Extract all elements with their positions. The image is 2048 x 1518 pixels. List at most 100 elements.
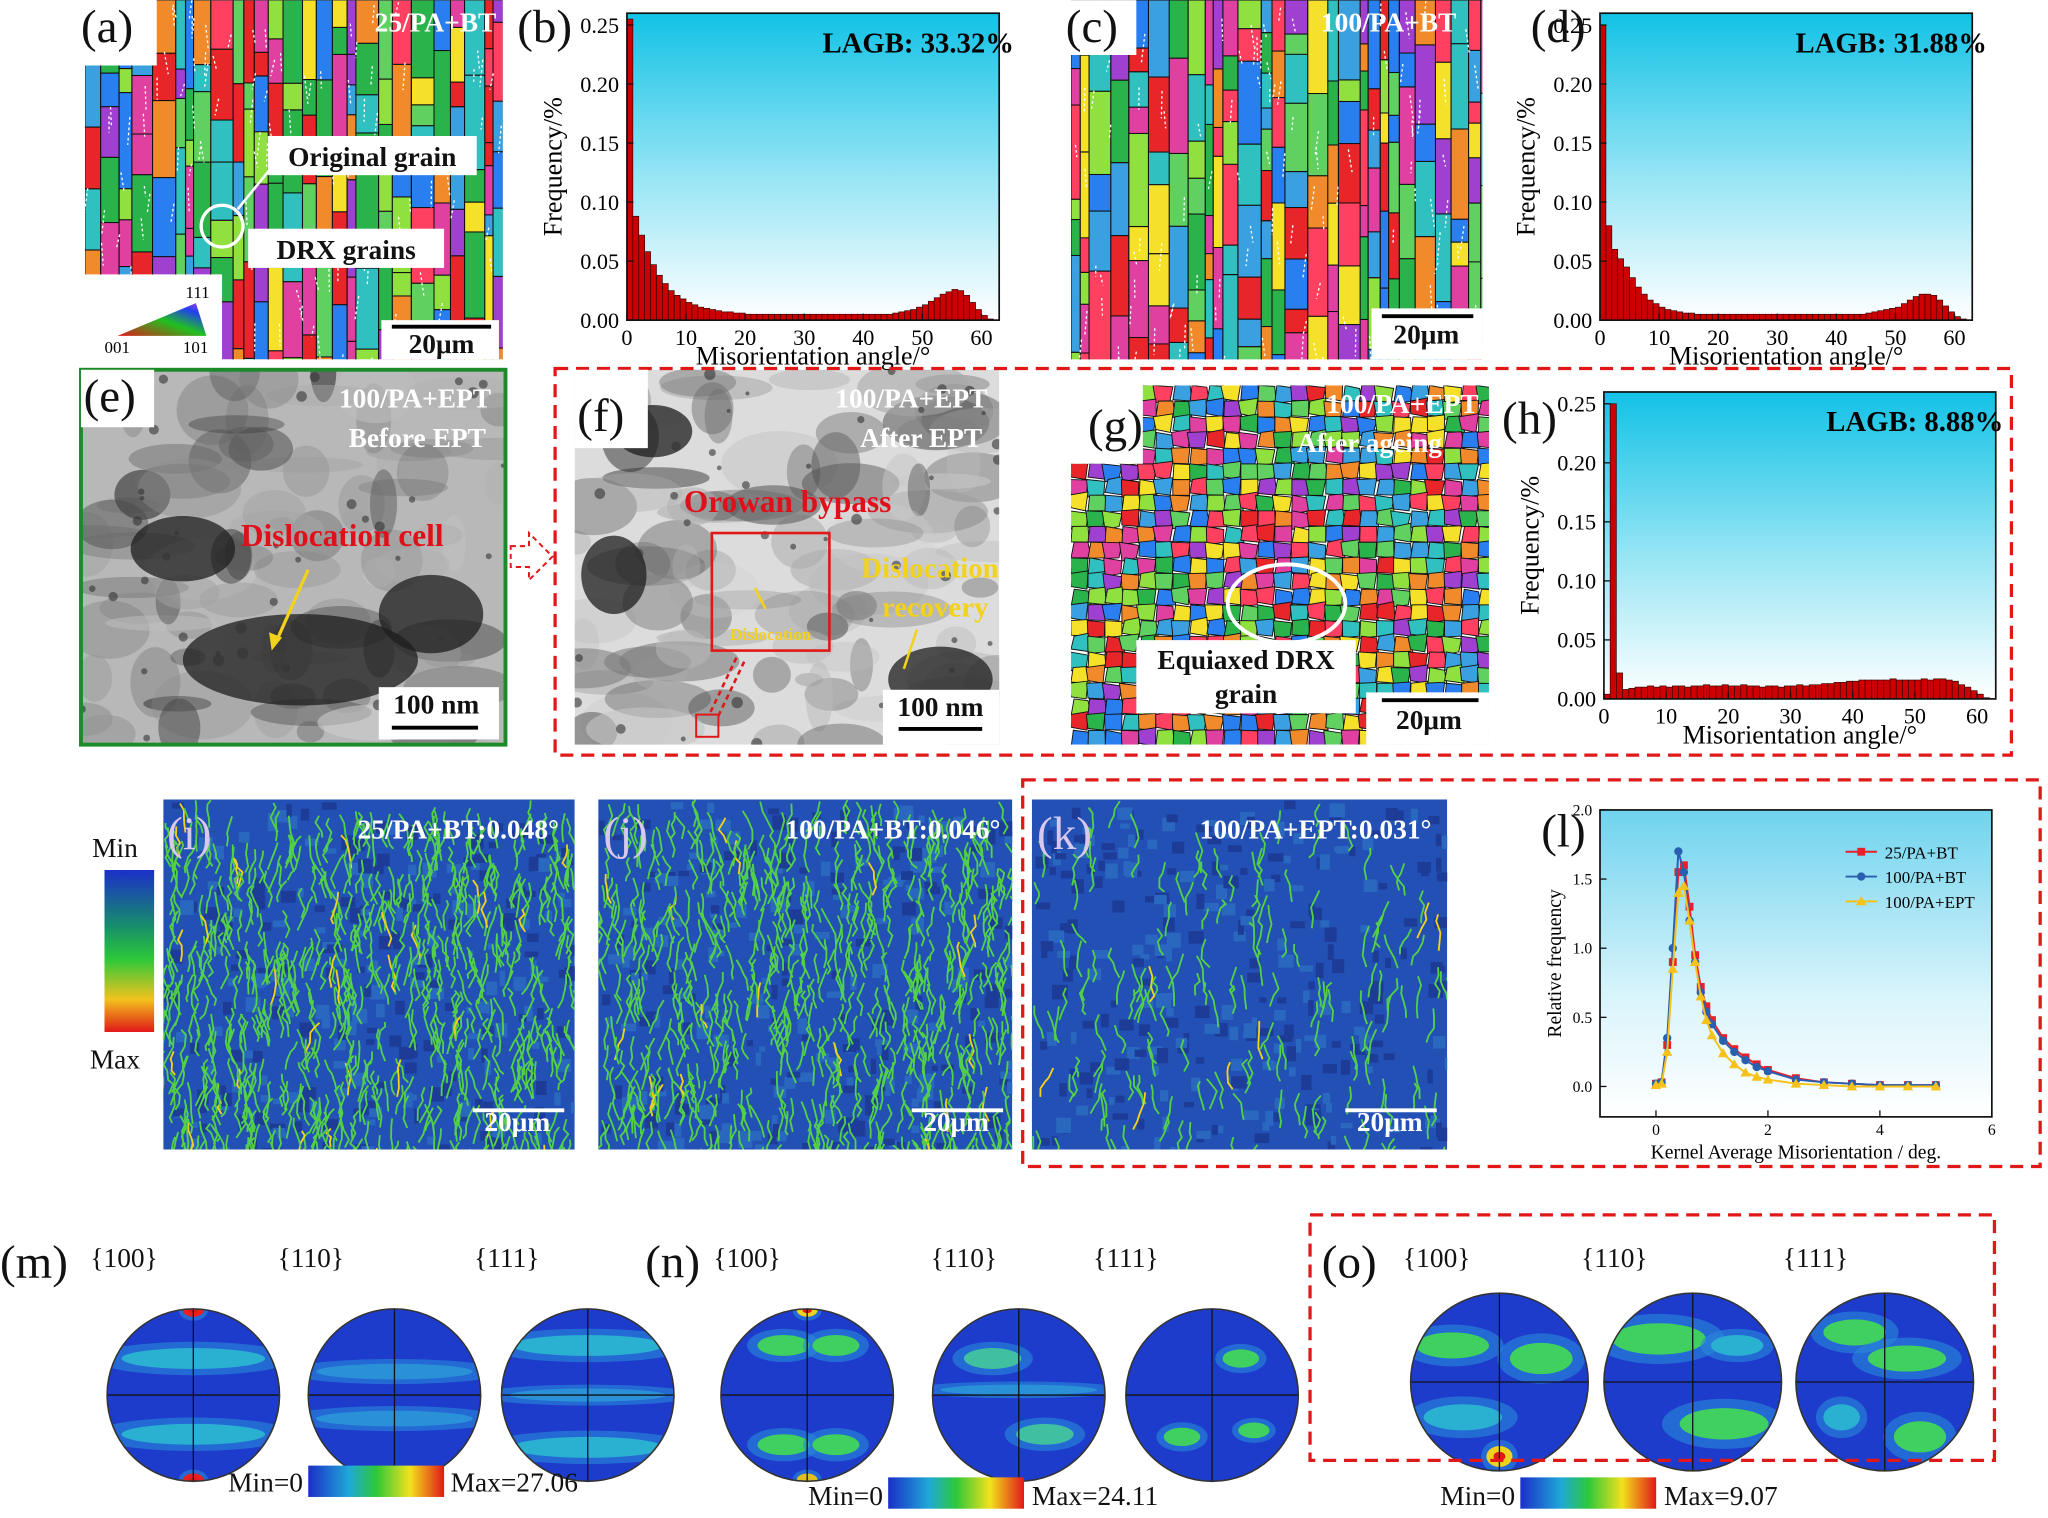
kam-boundary <box>1246 1050 1254 1085</box>
kam-boundary <box>544 876 552 909</box>
grain <box>331 26 348 56</box>
subgrain-boundary <box>266 143 269 168</box>
kam-cell <box>1088 835 1095 847</box>
grain <box>1071 711 1089 731</box>
kam-cell <box>901 810 914 820</box>
kam-boundary <box>672 886 682 918</box>
kam-boundary <box>429 1013 439 1053</box>
precipitate <box>887 369 896 376</box>
kam-boundary <box>456 969 473 1006</box>
kam-cell <box>412 904 422 912</box>
kam-boundary <box>233 1103 242 1131</box>
plane-label: {111} <box>1093 1243 1158 1273</box>
kam-boundary <box>607 1102 619 1142</box>
kam-cell <box>1041 949 1048 959</box>
kam-cell <box>936 1143 952 1150</box>
y-axis-label: Frequency/% <box>539 97 568 236</box>
histogram-bar <box>744 313 752 321</box>
grain <box>331 0 348 28</box>
histogram-bar <box>1970 690 1978 700</box>
kam-cell <box>1360 925 1371 933</box>
grain <box>1393 522 1413 543</box>
kam-boundary <box>1349 1050 1358 1082</box>
kam-cell <box>1059 923 1074 933</box>
kam-cell <box>702 1022 710 1038</box>
kam-cell <box>1341 1001 1351 1014</box>
kam-boundary <box>351 811 364 841</box>
kam-boundary <box>914 973 923 1011</box>
kam-cell <box>1383 1053 1395 1060</box>
kam-boundary <box>236 910 243 942</box>
histogram-bar <box>874 313 882 321</box>
annotation: LAGB: 8.88% <box>1826 406 2003 438</box>
grain <box>118 68 133 94</box>
kam-cell <box>201 1123 207 1133</box>
intensity-spot <box>1867 1345 1947 1372</box>
kam-cell <box>678 870 690 877</box>
kam-boundary <box>645 1121 654 1150</box>
kam-cell <box>373 865 384 875</box>
grain <box>1307 227 1329 317</box>
kam-cell <box>929 866 944 873</box>
kam-boundary <box>1053 1006 1060 1041</box>
kam-boundary <box>383 1080 390 1112</box>
y-tick-label: 0.20 <box>580 72 619 97</box>
kam-boundary <box>669 1129 678 1150</box>
kam-boundary <box>900 1136 905 1150</box>
scale-label: 100 nm <box>897 692 983 722</box>
subgrain-boundary <box>1314 131 1320 155</box>
kam-boundary <box>565 849 570 885</box>
kam-cell <box>1327 944 1334 960</box>
kam-boundary <box>381 912 393 947</box>
kam-cell <box>409 976 425 988</box>
kam-boundary <box>871 987 880 1015</box>
kam-boundary <box>801 927 809 965</box>
kam-cell <box>1166 814 1178 823</box>
kam-cell <box>1259 997 1267 1003</box>
histogram-bar <box>1729 313 1737 321</box>
histogram-bar <box>774 313 781 321</box>
kam-cell <box>428 987 444 1000</box>
histogram-bar <box>1883 679 1891 700</box>
grain <box>1367 167 1381 233</box>
subgrain-boundary <box>314 277 320 292</box>
panel-label: (b) <box>517 1 572 53</box>
grain <box>131 0 154 51</box>
kam-cell <box>570 1102 575 1114</box>
kam-cell <box>715 819 731 832</box>
grain <box>1327 144 1339 204</box>
grain <box>1256 523 1276 543</box>
kam-boundary <box>355 913 362 953</box>
kam-cell <box>705 1098 721 1104</box>
grain <box>1458 510 1480 528</box>
dislocation-tangle <box>378 574 484 654</box>
contrast-blob <box>929 407 1000 454</box>
kam-cell <box>755 1052 762 1066</box>
grain <box>1084 385 1106 402</box>
kam-cell <box>532 1041 540 1049</box>
grain <box>1408 573 1429 591</box>
grain <box>1086 620 1106 639</box>
kam-boundary <box>398 813 410 849</box>
kam-boundary <box>1387 1137 1396 1150</box>
y-tick-label: 0.0 <box>1573 1079 1593 1096</box>
kam-cell <box>1086 1088 1093 1099</box>
histogram-bar <box>1646 299 1654 321</box>
grain <box>346 0 357 55</box>
kam-boundary <box>482 1112 495 1149</box>
grain <box>1409 556 1429 574</box>
grain <box>1450 265 1470 317</box>
kam-cell <box>258 895 266 910</box>
grain <box>243 261 255 359</box>
kam-cell <box>1127 834 1135 847</box>
kam-cell <box>1184 1101 1194 1108</box>
kam-boundary <box>541 816 548 853</box>
subgrain-boundary <box>1436 232 1441 260</box>
kam-boundary <box>1442 1146 1446 1150</box>
precipitate <box>993 507 1000 515</box>
kam-boundary <box>557 1063 570 1091</box>
kam-boundary <box>880 1143 886 1150</box>
kam-cell <box>1103 852 1117 860</box>
kam-boundary <box>451 922 461 959</box>
grain <box>1339 573 1361 593</box>
